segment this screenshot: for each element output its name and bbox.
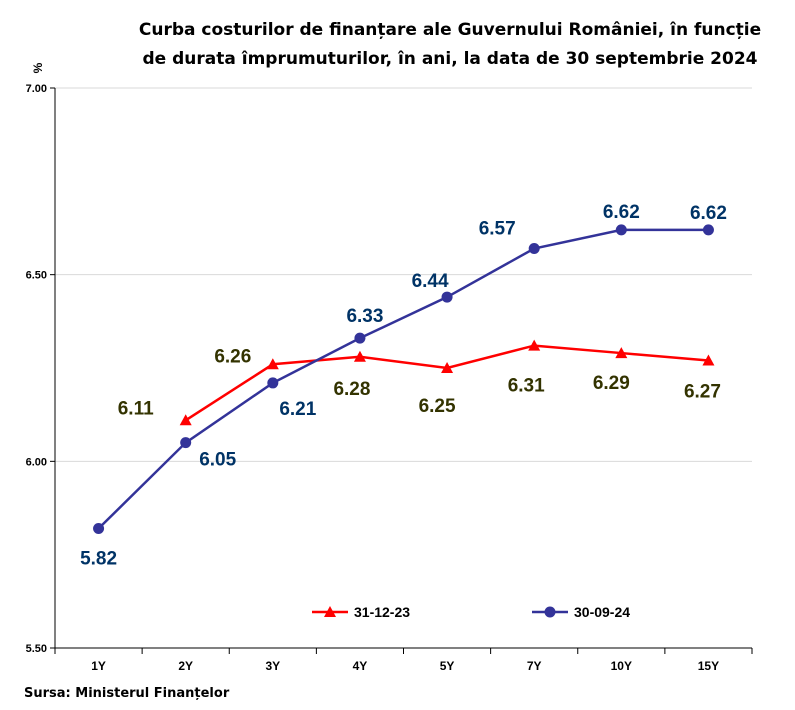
data-label-31-12-23-3Y: 6.26 — [214, 346, 251, 367]
series-line-30-09-24 — [97, 228, 709, 530]
legend-label-31-12-23: 31-12-23 — [354, 604, 410, 620]
marker-30-09-24-7Y — [528, 243, 540, 255]
marker-30-09-24-2Y — [180, 437, 192, 449]
marker-30-09-24-4Y — [354, 332, 366, 344]
marker-31-12-23-3Y — [266, 358, 279, 370]
data-label-30-09-24-1Y: 5.82 — [80, 549, 117, 570]
data-label-30-09-24-2Y: 6.05 — [199, 450, 236, 471]
marker-31-12-23-2Y — [179, 414, 192, 426]
marker-30-09-24-3Y — [267, 377, 279, 389]
marker-31-12-23-10Y — [615, 347, 628, 359]
marker-30-09-24-15Y — [702, 224, 714, 236]
x-tick-label-2Y: 2Y — [178, 659, 193, 673]
series-31-12-23 — [179, 339, 715, 426]
marker-30-09-24-1Y — [93, 523, 105, 535]
legend-marker-31-12-23 — [324, 606, 336, 617]
y-tick-label-3: 7.00 — [26, 83, 47, 95]
data-label-31-12-23-15Y: 6.27 — [684, 382, 721, 403]
marker-31-12-23-5Y — [441, 362, 454, 373]
chart-title: Curba costurilor de finanțare ale Guvern… — [120, 16, 780, 74]
source-note: Sursa: Ministerul Finanțelor — [24, 686, 230, 701]
marker-30-09-24-5Y — [441, 291, 453, 303]
y-axis-label: % — [31, 62, 45, 73]
data-label-31-12-23-2Y: 6.11 — [118, 398, 154, 419]
x-tick-label-10Y: 10Y — [611, 659, 632, 673]
legend-marker-30-09-24 — [544, 606, 556, 618]
x-tick-label-7Y: 7Y — [527, 659, 542, 673]
y-tick-label-0: 5.50 — [26, 643, 47, 655]
x-tick-label-4Y: 4Y — [353, 659, 368, 673]
y-tick-label-2: 6.50 — [26, 270, 47, 282]
x-tick-label-15Y: 15Y — [698, 659, 719, 673]
chart-title-line-1: Curba costurilor de finanțare ale Guvern… — [138, 20, 762, 40]
marker-30-09-24-10Y — [615, 224, 627, 236]
data-label-31-12-23-5Y: 6.25 — [419, 396, 456, 417]
series-30-09-24 — [93, 224, 714, 535]
x-tick-label-1Y: 1Y — [91, 659, 106, 673]
legend-label-30-09-24: 30-09-24 — [574, 604, 630, 620]
x-tick-label-5Y: 5Y — [440, 659, 455, 673]
y-tick-label-1: 6.00 — [26, 456, 47, 468]
data-label-30-09-24-4Y: 6.33 — [346, 306, 383, 327]
chart-title-line-2: de durata împrumuturilor, în ani, la dat… — [142, 49, 758, 69]
data-label-30-09-24-10Y: 6.62 — [603, 202, 640, 223]
marker-31-12-23-15Y — [702, 354, 715, 366]
data-label-30-09-24-15Y: 6.62 — [690, 203, 727, 224]
data-label-30-09-24-5Y: 6.44 — [412, 271, 449, 292]
data-label-30-09-24-3Y: 6.21 — [279, 399, 316, 420]
data-label-30-09-24-7Y: 6.57 — [479, 219, 516, 240]
x-tick-label-3Y: 3Y — [265, 659, 280, 673]
data-label-31-12-23-4Y: 6.28 — [333, 379, 370, 400]
marker-31-12-23-7Y — [528, 339, 541, 351]
data-label-31-12-23-10Y: 6.29 — [593, 373, 630, 394]
data-label-31-12-23-7Y: 6.31 — [508, 376, 545, 397]
marker-31-12-23-4Y — [353, 350, 366, 362]
